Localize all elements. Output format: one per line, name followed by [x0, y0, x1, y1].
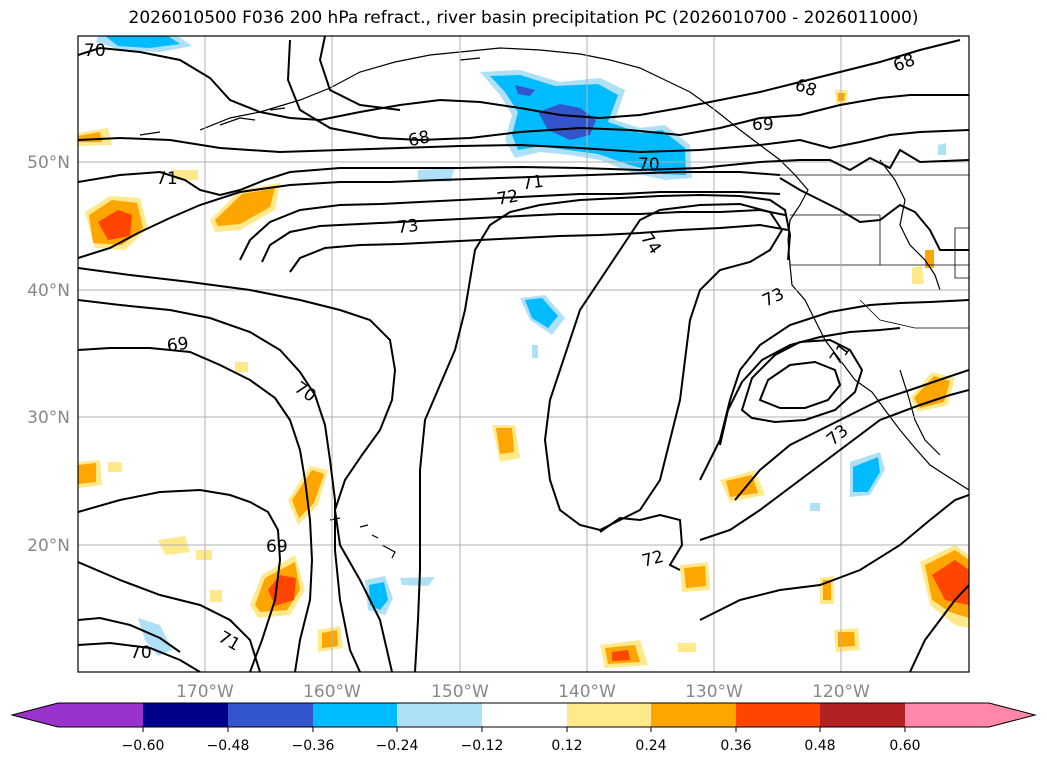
- political-borders: [780, 174, 969, 329]
- lat-label: 50°N: [27, 153, 70, 173]
- colorbar-tick: 0.24: [635, 738, 666, 754]
- lon-label: 120°W: [812, 682, 870, 702]
- lon-label: 150°W: [431, 682, 489, 702]
- contour-label: 70: [638, 155, 660, 175]
- colorbar-segment: [143, 703, 228, 727]
- contour-label: 69: [752, 115, 774, 135]
- colorbar-tick: −0.36: [292, 738, 335, 754]
- colorbar-segment: [651, 703, 736, 727]
- colorbar-tick: −0.24: [376, 738, 419, 754]
- contour-label: 71: [156, 169, 178, 189]
- negative-precip-areas: [96, 36, 946, 656]
- colorbar: −0.60 −0.48 −0.36 −0.24 −0.12 0.12 0.24 …: [10, 702, 1037, 754]
- colorbar-tick: 0.48: [804, 738, 835, 754]
- contour-label: 69: [166, 334, 190, 357]
- map-title: 2026010500 F036 200 hPa refract., river …: [128, 8, 919, 28]
- colorbar-segment: [736, 703, 820, 727]
- lat-label: 40°N: [27, 281, 70, 301]
- contour-label: 68: [406, 127, 431, 151]
- colorbar-segment: [313, 703, 397, 727]
- graticule: [78, 36, 969, 672]
- colorbar-segment: [482, 703, 567, 727]
- colorbar-segment: [905, 703, 989, 727]
- colorbar-segment: [58, 703, 143, 727]
- contour-label: 70: [84, 41, 106, 61]
- colorbar-segment: [567, 703, 651, 727]
- map-frame: [77, 35, 970, 673]
- colorbar-segment: [228, 703, 313, 727]
- latitude-labels: 50°N 40°N 30°N 20°N: [27, 153, 70, 556]
- colorbar-segment: [989, 703, 1035, 727]
- colorbar-tick: −0.48: [207, 738, 250, 754]
- lon-label: 140°W: [558, 682, 616, 702]
- colorbar-tick: −0.60: [122, 738, 165, 754]
- colorbar-tick: 0.12: [551, 738, 582, 754]
- colorbar-tick: −0.12: [461, 738, 504, 754]
- lat-label: 20°N: [27, 536, 70, 556]
- contour-label: 73: [396, 216, 420, 238]
- lon-label: 170°W: [176, 682, 234, 702]
- lat-label: 30°N: [27, 408, 70, 428]
- refractivity-contours: [78, 36, 969, 672]
- colorbar-tick: 0.36: [720, 738, 751, 754]
- map-area: 70 68 68 69 68 71 71 72 73 74 70 73 69 7…: [78, 36, 969, 672]
- colorbar-segment: [12, 703, 58, 727]
- longitude-labels: 170°W 160°W 150°W 140°W 130°W 120°W: [176, 682, 870, 702]
- lon-label: 160°W: [303, 682, 361, 702]
- colorbar-tick: 0.60: [889, 738, 920, 754]
- contour-label: 70: [130, 643, 152, 663]
- colorbar-segment: [397, 703, 482, 727]
- contour-label: 69: [266, 537, 288, 557]
- colorbar-segment: [820, 703, 905, 727]
- contour-label: 71: [521, 172, 545, 195]
- contour-label: 72: [495, 186, 520, 209]
- lon-label: 130°W: [685, 682, 743, 702]
